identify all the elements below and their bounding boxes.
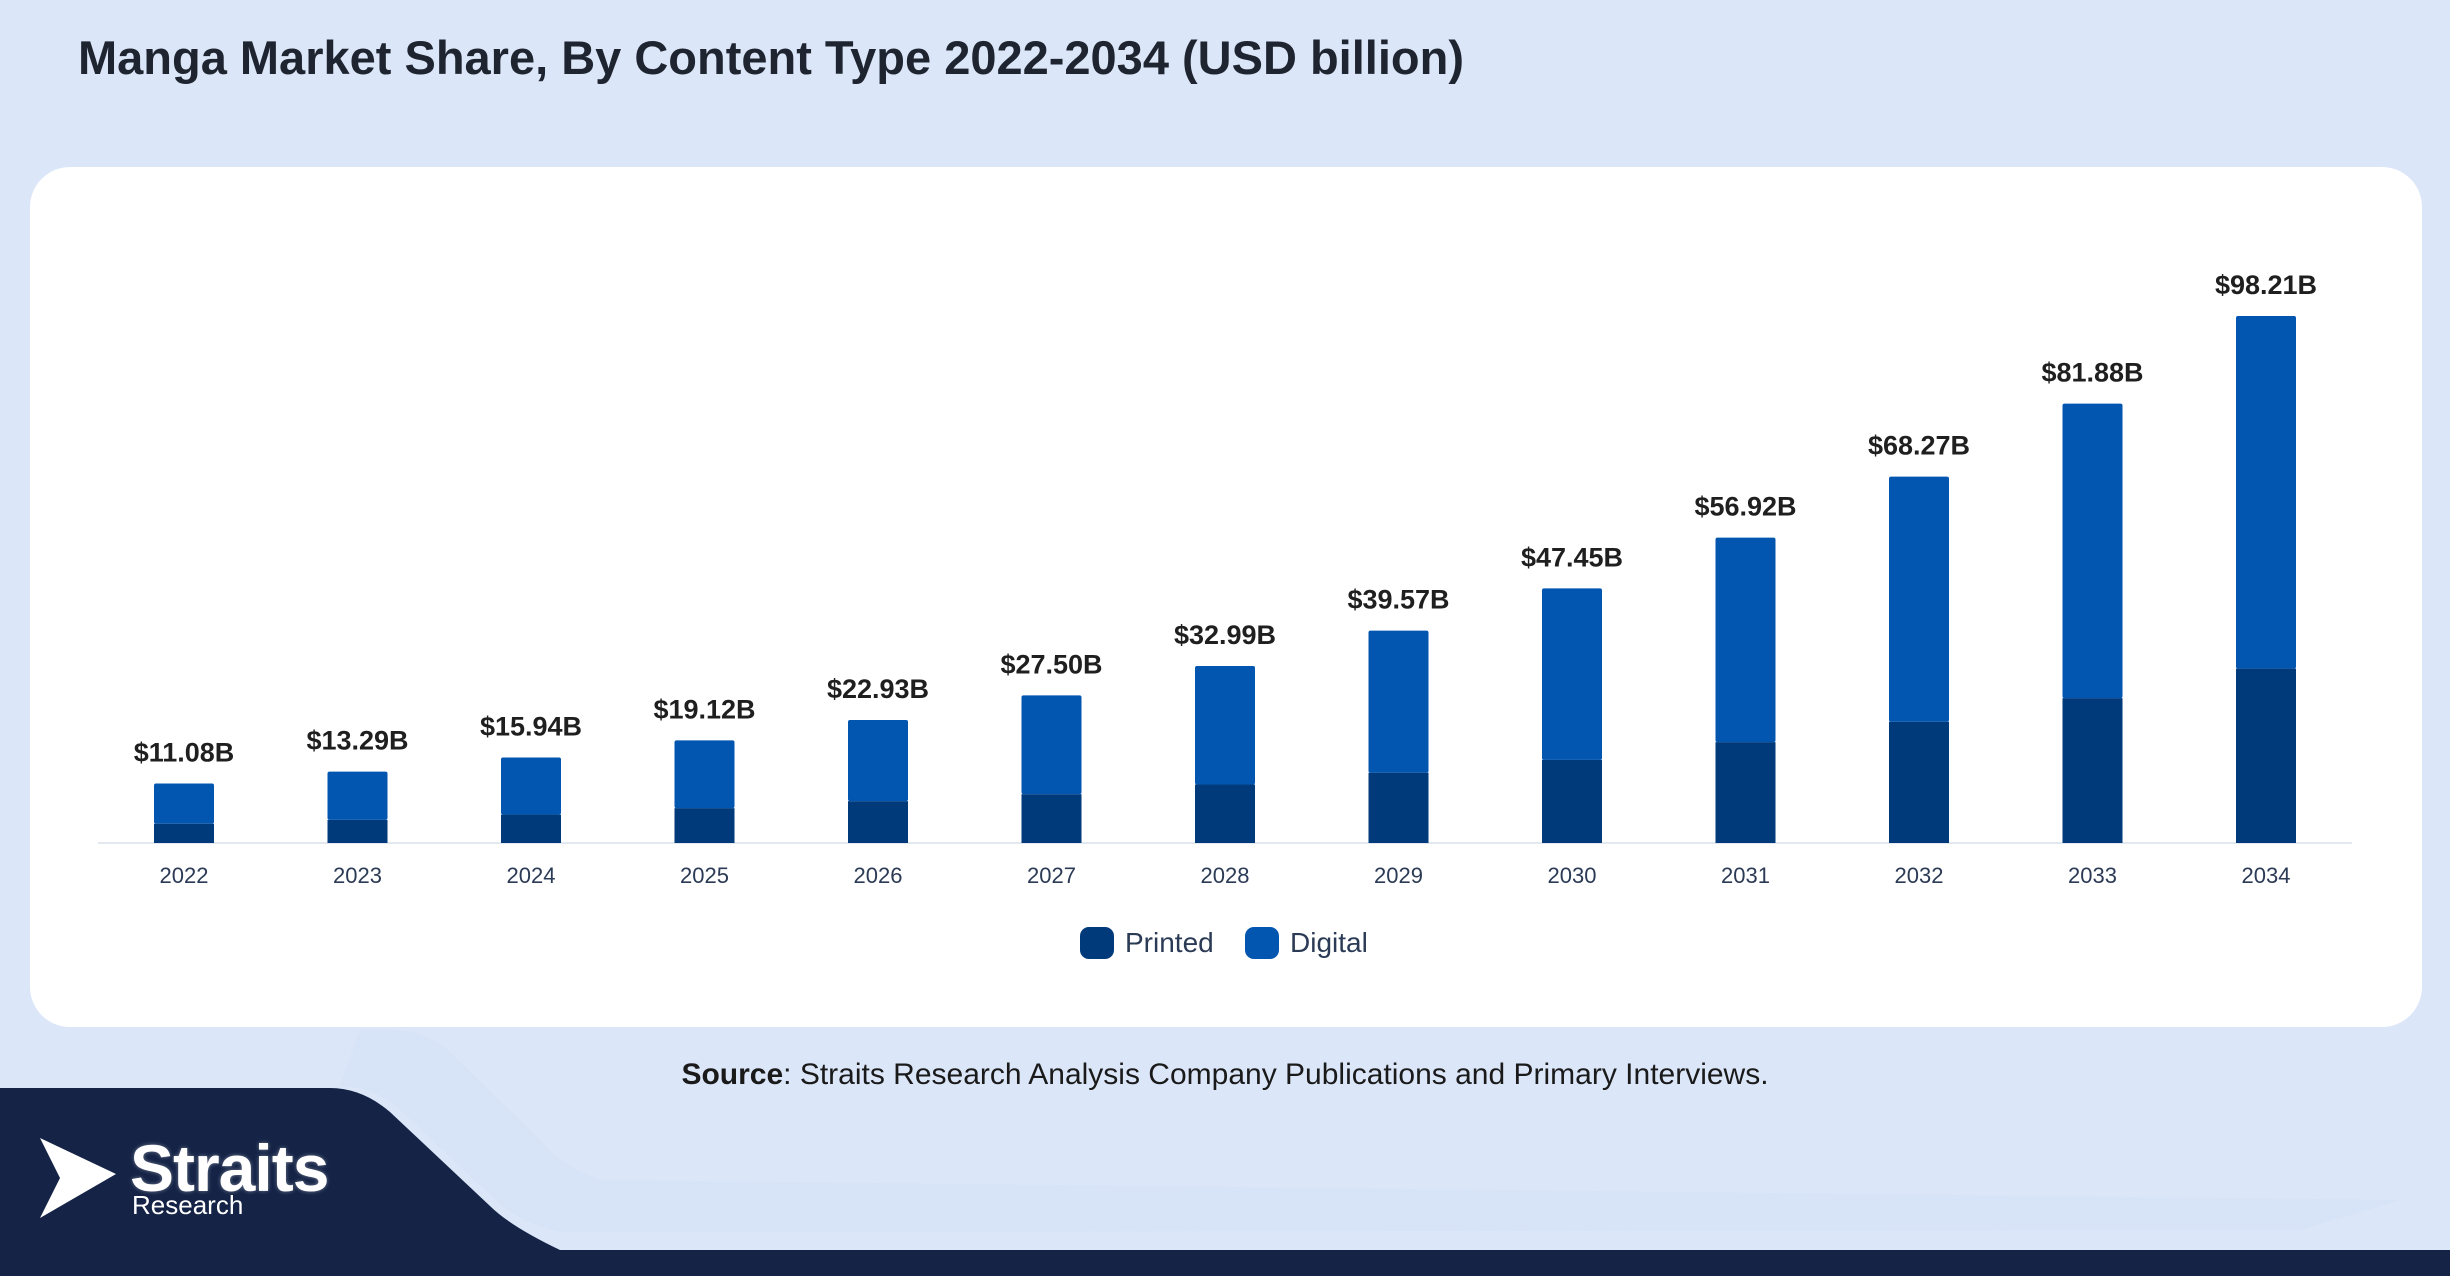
bar-printed-2033 bbox=[2062, 698, 2123, 843]
bar-printed-2024 bbox=[501, 814, 561, 843]
x-tick-2033: 2033 bbox=[2068, 863, 2117, 888]
bar-digital-2023 bbox=[327, 771, 388, 820]
total-label-2025: $19.12B bbox=[653, 694, 755, 724]
total-label-2030: $47.45B bbox=[1521, 542, 1623, 572]
chart-panel bbox=[30, 167, 2422, 1027]
x-tick-2034: 2034 bbox=[2242, 863, 2291, 888]
total-label-2029: $39.57B bbox=[1347, 585, 1449, 615]
bar-printed-2034 bbox=[2236, 668, 2296, 843]
bar-printed-2027 bbox=[1021, 794, 1082, 843]
bar-digital-2031 bbox=[1715, 537, 1776, 743]
source-text: : Straits Research Analysis Company Publ… bbox=[783, 1058, 1769, 1091]
total-label-2026: $22.93B bbox=[827, 674, 929, 704]
bar-digital-2034 bbox=[2236, 316, 2296, 669]
x-tick-2029: 2029 bbox=[1374, 863, 1423, 888]
brand-name: Straits bbox=[130, 1131, 329, 1205]
bar-digital-2027 bbox=[1021, 695, 1082, 795]
bar-digital-2022 bbox=[154, 783, 214, 824]
brand-subtitle: Research bbox=[132, 1190, 244, 1220]
x-tick-labels: 2022 2023 2024 2025 2026 2027 2028 2029 2030 2031… bbox=[160, 863, 2291, 888]
legend-swatch-printed bbox=[1080, 927, 1114, 959]
bar-digital-2025 bbox=[674, 740, 735, 809]
bar-printed-2032 bbox=[1889, 721, 1949, 843]
total-label-2022: $11.08B bbox=[134, 738, 235, 768]
total-label-2028: $32.99B bbox=[1174, 620, 1276, 650]
source-label: Source bbox=[681, 1058, 784, 1091]
bar-digital-2029 bbox=[1368, 630, 1429, 773]
total-label-2031: $56.92B bbox=[1694, 492, 1796, 522]
legend-swatch-digital bbox=[1245, 927, 1279, 959]
x-tick-2031: 2031 bbox=[1721, 863, 1770, 888]
bar-printed-2022 bbox=[154, 823, 214, 843]
bar-digital-2033 bbox=[2062, 403, 2123, 699]
x-tick-2026: 2026 bbox=[854, 863, 903, 888]
x-tick-2023: 2023 bbox=[333, 863, 382, 888]
bar-digital-2024 bbox=[501, 757, 561, 815]
bar-printed-2023 bbox=[327, 819, 388, 843]
total-label-2033: $81.88B bbox=[2041, 358, 2143, 388]
source-line: Source: Straits Research Analysis Compan… bbox=[0, 1058, 2450, 1092]
brand-logo-block: Straits Research bbox=[38, 1128, 358, 1228]
total-labels: $11.08B $13.29B $15.94B $19.12B $22.93B $27.5… bbox=[134, 270, 2317, 768]
bars-group bbox=[154, 316, 2296, 843]
bar-printed-2031 bbox=[1715, 742, 1776, 843]
legend: Printed Digital bbox=[1080, 927, 1368, 959]
bar-digital-2028 bbox=[1195, 665, 1255, 785]
straits-flag-icon bbox=[40, 1138, 116, 1218]
x-tick-2022: 2022 bbox=[160, 863, 209, 888]
x-tick-2030: 2030 bbox=[1548, 863, 1597, 888]
footer-band bbox=[0, 1088, 2450, 1276]
bar-digital-2030 bbox=[1542, 588, 1602, 760]
total-label-2027: $27.50B bbox=[1000, 649, 1102, 679]
bar-printed-2025 bbox=[674, 808, 735, 843]
total-label-2024: $15.94B bbox=[480, 711, 582, 741]
bar-printed-2026 bbox=[848, 801, 908, 843]
total-label-2034: $98.21B bbox=[2215, 270, 2317, 300]
bar-digital-2032 bbox=[1889, 476, 1949, 722]
bar-digital-2026 bbox=[848, 719, 908, 802]
bar-printed-2030 bbox=[1542, 759, 1602, 843]
total-label-2023: $13.29B bbox=[306, 726, 408, 756]
x-tick-2032: 2032 bbox=[1895, 863, 1944, 888]
legend-label-printed: Printed bbox=[1125, 927, 1214, 958]
x-tick-2025: 2025 bbox=[680, 863, 729, 888]
bar-printed-2029 bbox=[1368, 772, 1429, 843]
x-tick-2027: 2027 bbox=[1027, 863, 1076, 888]
legend-label-digital: Digital bbox=[1290, 927, 1368, 958]
footer-accent bbox=[340, 1030, 2400, 1232]
bar-printed-2028 bbox=[1195, 784, 1255, 843]
total-label-2032: $68.27B bbox=[1868, 431, 1970, 461]
page-title: Manga Market Share, By Content Type 2022… bbox=[78, 31, 1464, 84]
x-tick-2028: 2028 bbox=[1201, 863, 1250, 888]
x-tick-2024: 2024 bbox=[507, 863, 556, 888]
